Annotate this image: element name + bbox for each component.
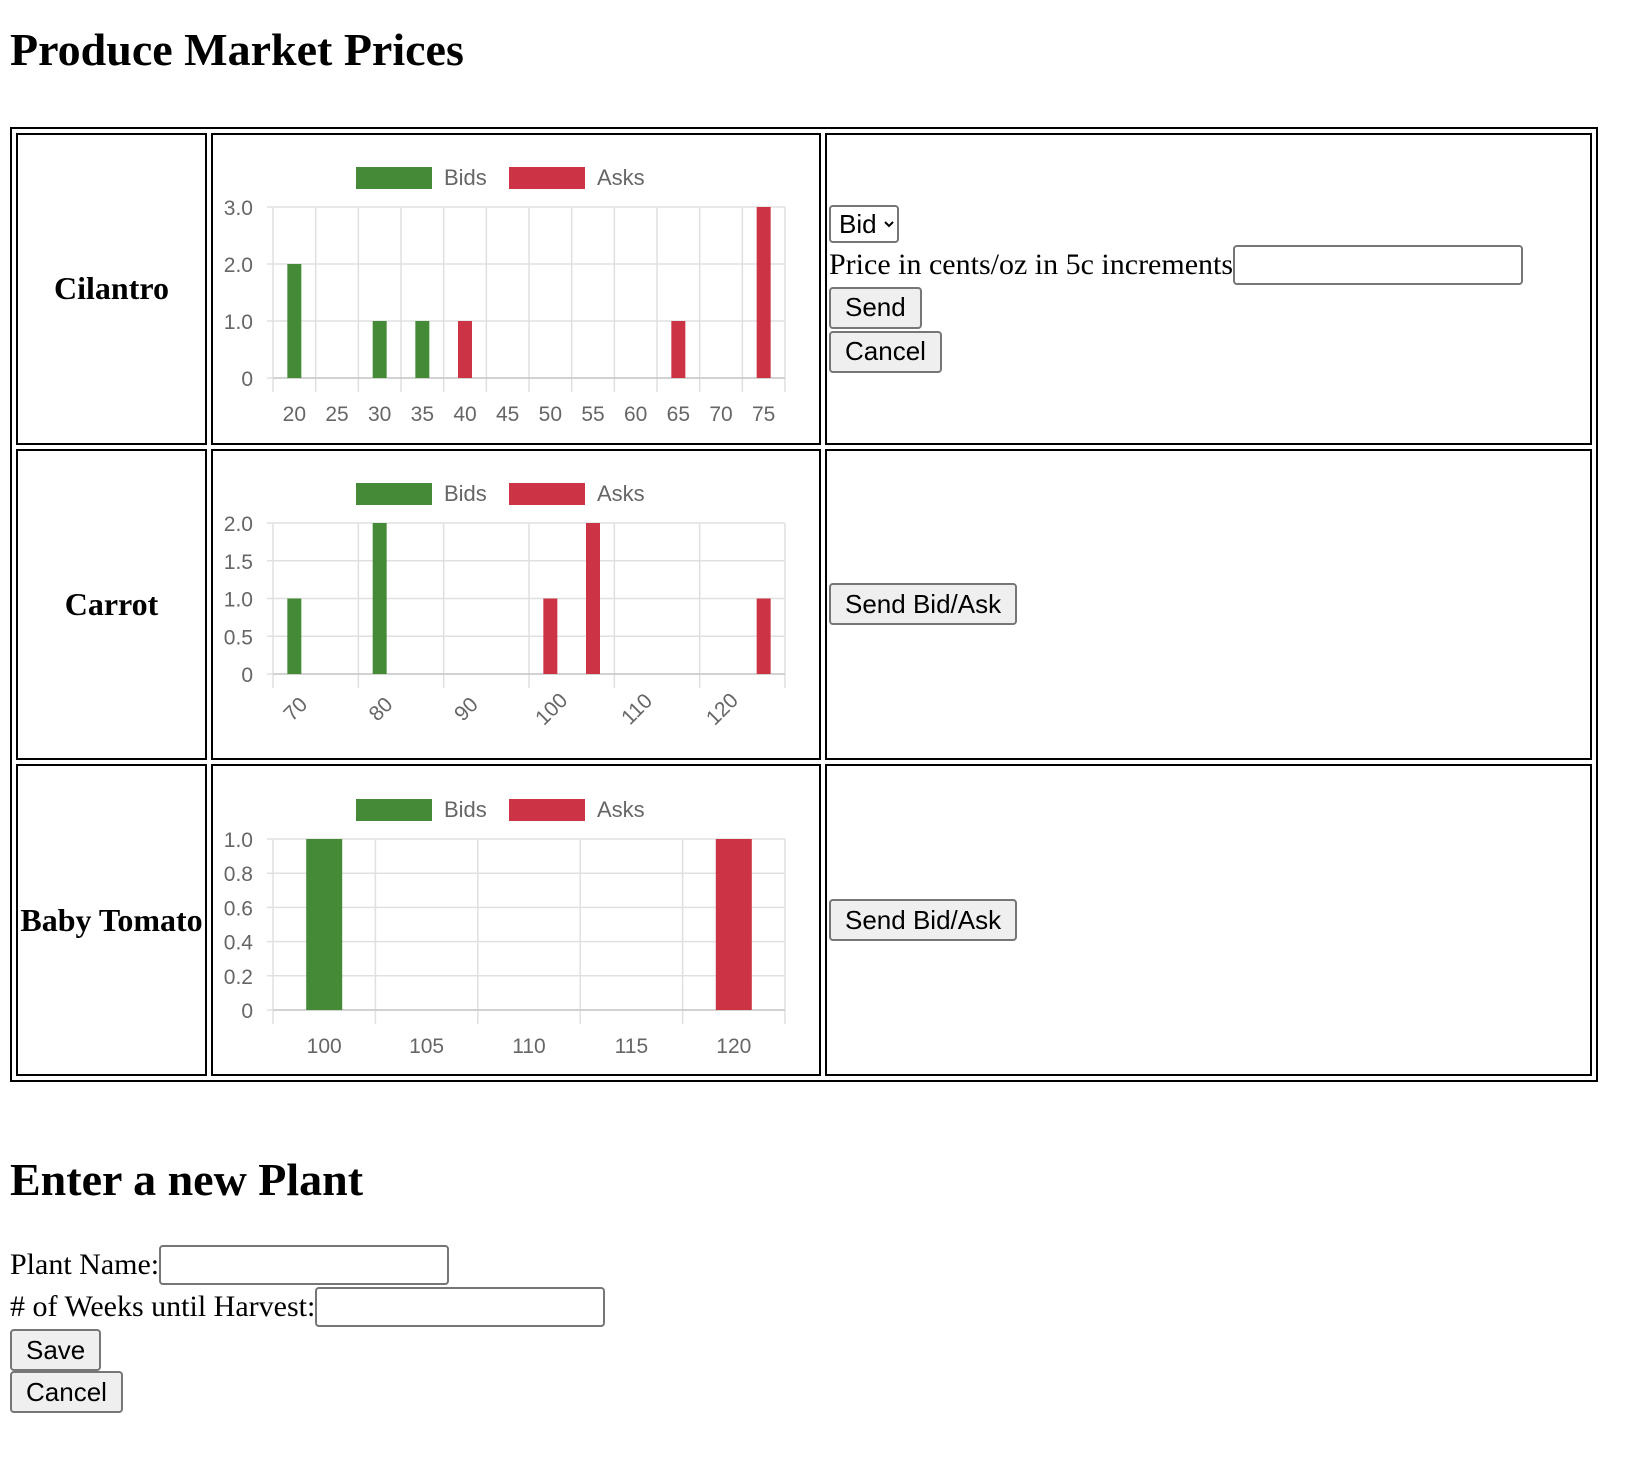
x-tick-label: 115: [615, 1035, 648, 1058]
legend-label-asks: Asks: [597, 481, 645, 506]
cancel-button[interactable]: Cancel: [10, 1371, 123, 1413]
bids-bar-80: [372, 522, 387, 674]
send-bid-ask-cell: Send Bid/Ask: [825, 764, 1592, 1076]
legend-label-asks: Asks: [597, 797, 645, 822]
asks-bar-65: [671, 321, 686, 379]
plant-name: Baby Tomato: [20, 901, 203, 938]
plant-name-cell: Carrot: [16, 448, 207, 761]
legend-swatch-asks: [509, 167, 585, 190]
y-tick-label: 0.2: [224, 965, 253, 988]
bids-bar-70: [287, 598, 302, 674]
legend-swatch-bids: [356, 482, 432, 505]
plant-name-input[interactable]: [159, 1245, 450, 1285]
new-plant-form: Plant Name: # of Weeks until Harvest: Sa…: [10, 1243, 606, 1413]
bid-ask-form-cell: Bid Price in cents/oz in 5c increments S…: [825, 133, 1592, 445]
send-bid-ask-button[interactable]: Send Bid/Ask: [829, 583, 1018, 626]
asks-bar-100: [543, 598, 558, 674]
x-tick-label: 100: [307, 1035, 342, 1058]
weeks-input[interactable]: [315, 1287, 606, 1327]
legend-label-bids: Bids: [444, 165, 487, 190]
y-tick-label: 1.0: [224, 588, 253, 611]
asks-bar-75: [756, 207, 771, 379]
x-tick-label: 110: [512, 1035, 545, 1058]
y-tick-label: 3.0: [224, 197, 253, 220]
x-tick-label: 25: [325, 403, 348, 426]
x-tick-label: 30: [368, 403, 391, 426]
y-tick-label: 0.8: [224, 863, 253, 886]
baby-tomato-price-chart: Bids Asks 0 0.2 0.4 0.6 0.8 1.0 100 105 110 115 120: [224, 797, 786, 1058]
x-tick-label: 70: [279, 693, 312, 726]
cilantro-price-chart: Bids Asks 0 1.0 2.0 3.0 20 25 30 35 40 45 50 55 60 65 70…: [224, 165, 786, 426]
table-row: Carrot Bids Asks 0 0.5 1.0 1.5 2.0 70 80 90 100 110…: [16, 448, 1592, 761]
legend-swatch-bids: [356, 798, 432, 821]
x-tick-label: 45: [496, 403, 519, 426]
cancel-button[interactable]: Cancel: [829, 330, 942, 373]
asks-bar-120: [715, 838, 752, 1010]
send-button[interactable]: Send: [829, 286, 922, 329]
y-tick-label: 1.0: [224, 311, 253, 334]
legend-label-bids: Bids: [444, 481, 487, 506]
y-tick-label: 2.0: [224, 254, 253, 277]
y-tick-label: 0.6: [224, 897, 253, 920]
send-bid-ask-button[interactable]: Send Bid/Ask: [829, 899, 1018, 942]
x-tick-label: 80: [365, 693, 398, 726]
send-bid-ask-cell: Send Bid/Ask: [825, 448, 1592, 761]
x-tick-label: 60: [624, 403, 647, 426]
chart-cell: Bids Asks 0 0.2 0.4 0.6 0.8 1.0 100 105 110 115 120: [211, 764, 821, 1076]
bid-ask-type-select[interactable]: Bid: [829, 204, 899, 243]
page-title: Produce Market Prices: [10, 24, 464, 75]
y-tick-label: 0: [241, 664, 253, 687]
price-input[interactable]: [1233, 244, 1524, 285]
y-tick-label: 0: [241, 1000, 253, 1023]
chart-cell: Bids Asks 0 0.5 1.0 1.5 2.0 70 80 90 100 110 120: [211, 448, 821, 761]
y-tick-label: 1.0: [224, 829, 253, 852]
bids-bar-20: [287, 264, 302, 379]
x-tick-label: 75: [752, 403, 775, 426]
y-tick-label: 1.5: [224, 551, 253, 574]
carrot-price-chart: Bids Asks 0 0.5 1.0 1.5 2.0 70 80 90 100 110 120: [224, 481, 786, 730]
x-tick-label: 40: [453, 403, 476, 426]
table-row: Cilantro Bids Asks 0 1.0 2.0 3.0 20 25 30 35 40 45 5…: [16, 133, 1592, 445]
y-tick-label: 0: [241, 368, 253, 391]
price-label: Price in cents/oz in 5c increments: [829, 247, 1234, 281]
legend-swatch-asks: [509, 482, 585, 505]
x-tick-label: 120: [702, 689, 743, 730]
x-tick-label: 120: [716, 1035, 751, 1058]
new-plant-title: Enter a new Plant: [10, 1154, 364, 1205]
asks-bar-105: [586, 522, 600, 674]
x-tick-label: 105: [409, 1035, 444, 1058]
table-row: Baby Tomato Bids Asks 0 0.2 0.4 0.6 0.8 1.0 100 1…: [16, 764, 1592, 1076]
bids-bar-35: [415, 321, 430, 379]
legend-label-asks: Asks: [597, 165, 645, 190]
x-tick-label: 90: [450, 693, 483, 726]
bids-bar-30: [372, 321, 387, 379]
x-tick-label: 20: [283, 403, 306, 426]
weeks-label: # of Weeks until Harvest:: [10, 1290, 316, 1323]
x-tick-label: 50: [539, 403, 562, 426]
x-tick-label: 100: [531, 689, 572, 730]
plant-name-cell: Cilantro: [16, 133, 207, 445]
legend-label-bids: Bids: [444, 797, 487, 822]
plant-name: Carrot: [64, 585, 159, 622]
plant-name-label: Plant Name:: [10, 1248, 160, 1281]
x-tick-label: 65: [667, 403, 690, 426]
x-tick-label: 55: [581, 403, 604, 426]
plant-name-cell: Baby Tomato: [16, 764, 207, 1076]
legend-swatch-asks: [509, 798, 585, 821]
market-prices-table: Cilantro Bids Asks 0 1.0 2.0 3.0 20 25 30 35 40 45 5…: [10, 127, 1598, 1082]
legend-swatch-bids: [356, 167, 432, 190]
chart-cell: Bids Asks 0 1.0 2.0 3.0 20 25 30 35 40 45 50 55 60 65 70…: [211, 133, 821, 445]
asks-bar-40: [458, 321, 472, 379]
save-button[interactable]: Save: [10, 1329, 102, 1371]
x-tick-label: 35: [411, 403, 434, 426]
x-tick-label: 110: [617, 689, 657, 729]
plant-name: Cilantro: [54, 270, 169, 307]
y-tick-label: 2.0: [224, 513, 253, 536]
x-tick-label: 70: [709, 403, 732, 426]
bids-bar-100: [306, 838, 343, 1010]
asks-bar-125: [756, 598, 771, 674]
y-tick-label: 0.4: [224, 931, 254, 954]
y-tick-label: 0.5: [224, 626, 253, 649]
